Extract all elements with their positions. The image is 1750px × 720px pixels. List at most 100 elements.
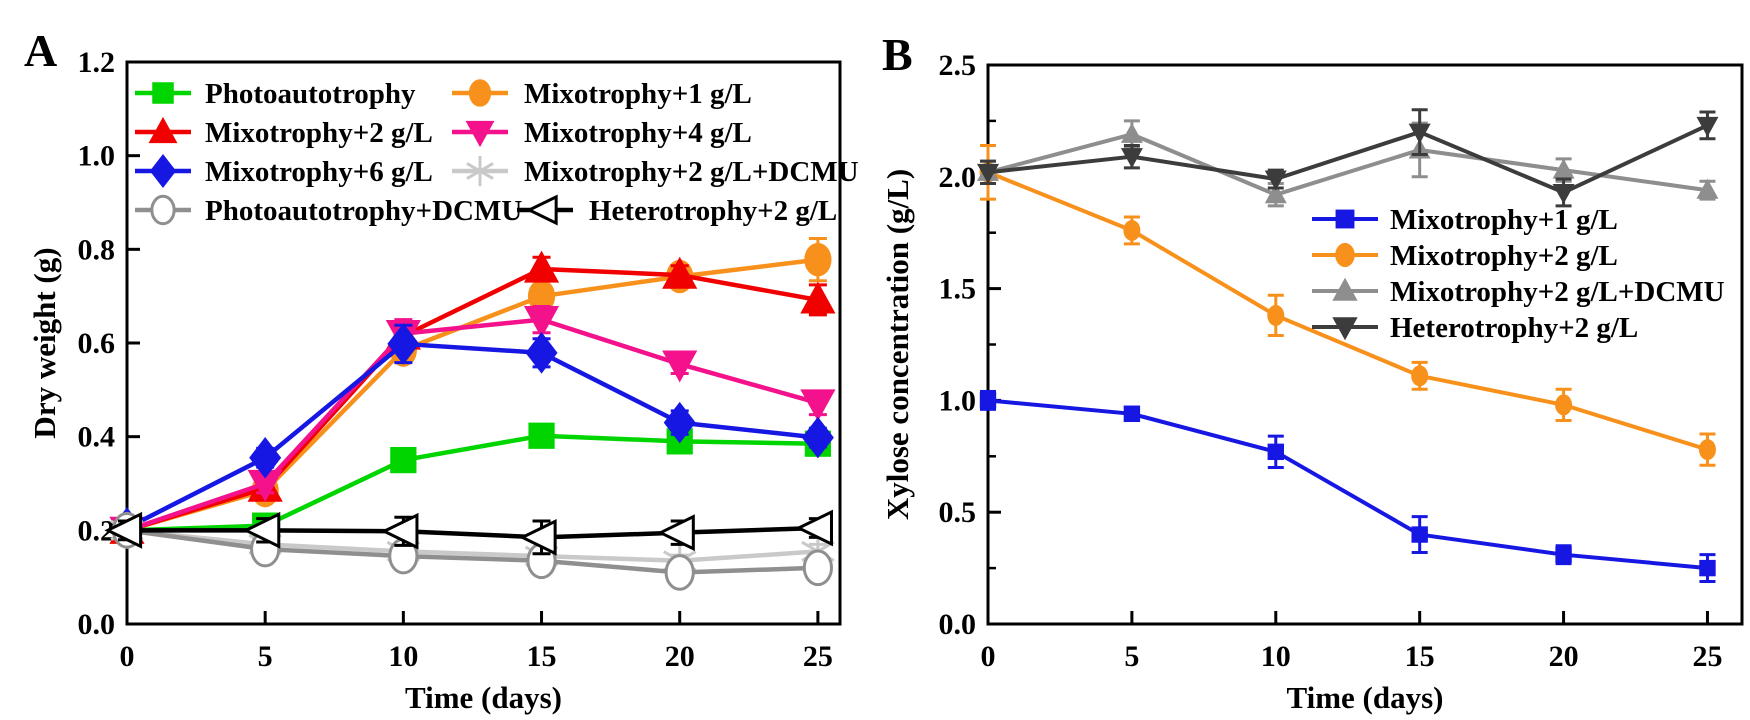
y-axis-label: Xylose concentration (g/L) [880,169,915,520]
marker-diamond [801,416,834,459]
series-line-Photoautotrophy+DCMU [126,528,818,575]
marker-triangle-left [525,194,558,226]
series-line-Mixotrophy+4 g/L [126,317,819,533]
marker-square [1699,559,1716,577]
marker-triangle-down [1332,317,1358,341]
marker-square [1411,526,1428,543]
marker-triangle-up [800,281,836,314]
legend-label: Mixotrophy+2 g/L+DCMU [524,156,859,188]
y-tick-label: 2.0 [939,161,977,194]
marker-triangle-up [662,256,698,289]
y-tick-label: 0.6 [78,327,116,360]
marker-asterisk [466,162,494,180]
marker-triangle-up [1120,122,1143,143]
legend-label: Heterotrophy+2 g/L [1390,312,1638,344]
marker-triangle-left [795,509,833,547]
legend-label: Photoautotrophy [205,78,416,110]
marker-triangle-left [104,511,143,549]
marker-diamond [387,323,420,365]
x-tick-label: 0 [981,640,996,673]
marker-triangle-down [465,120,495,148]
marker-circle [1411,365,1429,387]
marker-triangle-left [380,512,419,550]
legend-label: Heterotrophy+2 g/L [589,195,837,227]
series-line-Mixotrophy+1 g/L [987,398,1708,571]
x-axis-label: Time (days) [1286,680,1443,715]
x-tick-label: 20 [1549,640,1579,673]
y-tick-label: 0.5 [939,496,977,529]
marker-square [1335,209,1355,229]
y-tick-label: 0.0 [939,608,977,641]
marker-triangle-down [1120,148,1143,169]
marker-triangle-up [523,250,560,283]
marker-triangle-up [1552,158,1575,179]
marker-triangle-up [1696,178,1719,199]
marker-circle [804,242,832,277]
x-axis-label: Time (days) [405,680,562,715]
series-line-Mixotrophy+2 g/L [126,266,819,533]
panel-letter-A: A [24,25,57,76]
x-tick-label: 25 [1692,640,1722,673]
marker-square [979,392,997,409]
marker-square [1123,405,1141,423]
series-line-Mixotrophy+2 g/L+DCMU [126,528,819,564]
panel-letter-B: B [882,29,913,80]
marker-circle [527,279,556,313]
marker-triangle-down [1408,123,1431,144]
series-line-Mixotrophy+6 g/L [125,341,819,530]
legend-label: Mixotrophy+6 g/L [205,156,433,188]
y-axis-label: Dry weight (g) [27,247,62,438]
x-tick-label: 0 [120,640,135,673]
marker-triangle-left [518,518,557,556]
legend-label: Mixotrophy+2 g/L+DCMU [1390,276,1725,308]
y-tick-label: 2.5 [939,49,977,82]
marker-triangle-left [657,514,695,552]
marker-square [390,446,417,474]
marker-circle [1123,219,1141,241]
marker-diamond [149,153,177,189]
x-tick-label: 25 [803,640,833,673]
series-line-Heterotrophy+2 g/L [127,525,818,540]
series-line-Heterotrophy+2 g/L [987,123,1709,195]
marker-triangle-down [247,469,283,502]
x-tick-label: 5 [1124,640,1139,673]
y-tick-label: 1.5 [939,273,977,306]
marker-square [528,422,555,449]
marker-triangle-down [523,305,560,338]
x-tick-label: 15 [527,640,557,673]
series-line-Mixotrophy+2 g/L [987,170,1709,452]
marker-circle [1555,394,1573,416]
y-tick-label: 1.0 [939,384,977,417]
y-tick-label: 0.4 [78,421,116,454]
x-tick-label: 15 [1405,640,1435,673]
legend-label: Mixotrophy+2 g/L [205,117,433,149]
marker-diamond [525,332,558,374]
legend-label: Mixotrophy+1 g/L [1390,204,1618,236]
x-tick-label: 5 [258,640,273,673]
x-tick-label: 10 [1261,640,1291,673]
y-tick-label: 0.8 [78,233,116,266]
marker-triangle-down [977,163,999,184]
series-line-Mixotrophy+2 g/L+DCMU [987,132,1708,197]
marker-circle [1698,439,1716,461]
marker-triangle-down [800,389,836,422]
x-tick-label: 10 [388,640,418,673]
marker-circle [802,549,833,587]
y-tick-label: 1.0 [78,140,116,173]
marker-circle [1267,304,1285,326]
series-line-Photoautotrophy [126,433,818,533]
marker-triangle-down [1696,116,1719,137]
marker-triangle-up [148,116,178,144]
marker-circle [1335,242,1355,268]
marker-circle [468,79,492,107]
marker-triangle-down [1552,183,1575,204]
y-tick-label: 1.2 [78,46,116,79]
marker-triangle-down [662,350,698,383]
marker-circle [664,554,695,591]
marker-square [1555,546,1572,563]
marker-triangle-down [1264,170,1287,191]
marker-diamond [663,401,696,444]
marker-diamond [249,436,282,479]
